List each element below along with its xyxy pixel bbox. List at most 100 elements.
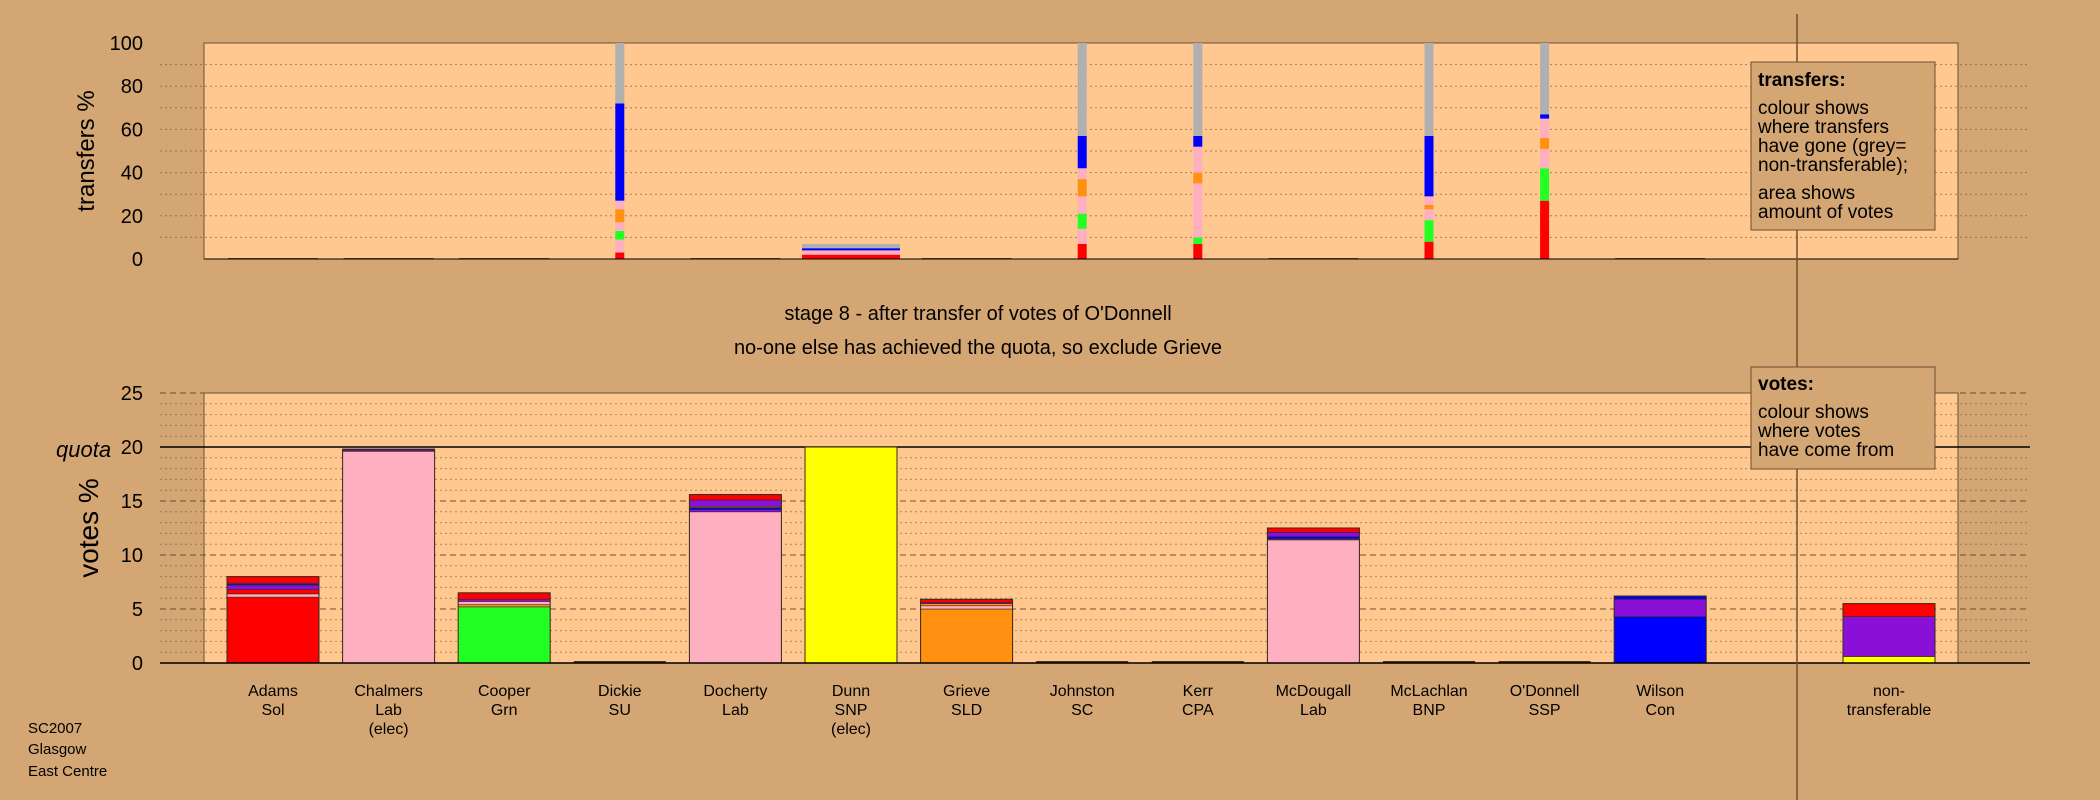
vote-segment bbox=[226, 589, 320, 595]
votes-panel: 0 5 10 15 20 25 votes % quota Adams Sol Chalmer… bbox=[56, 383, 2030, 738]
votes-legend-line: have come from bbox=[1758, 440, 1894, 461]
candidate-label: SC bbox=[1071, 702, 1093, 719]
transfer-segment bbox=[1193, 146, 1203, 173]
transfer-segment bbox=[1424, 220, 1434, 242]
transfer-segment bbox=[802, 250, 900, 255]
votes-legend-box: votes: colour shows where votes have com… bbox=[1750, 366, 1936, 470]
transfer-segment bbox=[1540, 43, 1550, 115]
transfers-panel: 0 20 40 60 80 100 transfers % bbox=[73, 33, 2030, 271]
candidate-label: Grn bbox=[491, 702, 518, 719]
votes-y-axis-label: votes % bbox=[73, 478, 104, 578]
transfer-segment bbox=[615, 103, 625, 201]
transfer-segment bbox=[1077, 213, 1087, 229]
transfer-segment bbox=[1077, 243, 1087, 259]
transfers-legend-line: where transfers bbox=[1757, 117, 1889, 138]
candidate-label: Grieve bbox=[943, 683, 990, 700]
transfer-segment bbox=[1424, 196, 1434, 205]
vote-segment bbox=[457, 592, 551, 600]
votes-tick-label: 5 bbox=[132, 599, 143, 621]
vote-empty-bar bbox=[1036, 661, 1129, 663]
transfer-segment bbox=[1193, 43, 1203, 136]
candidate-label: BNP bbox=[1413, 702, 1446, 719]
vote-segment bbox=[226, 576, 320, 584]
transfer-segment bbox=[1193, 135, 1203, 147]
vote-segment bbox=[689, 509, 782, 513]
votes-legend-line: colour shows bbox=[1758, 402, 1869, 423]
vote-segment bbox=[226, 584, 320, 590]
transfer-segment bbox=[1077, 196, 1087, 214]
transfers-tick-label: 40 bbox=[121, 163, 143, 185]
candidate-label: Wilson bbox=[1636, 683, 1684, 700]
vote-segment bbox=[1842, 656, 1936, 664]
transfers-legend-line: area shows bbox=[1758, 183, 1855, 204]
candidate-label: non- bbox=[1873, 683, 1905, 700]
votes-legend-line: where votes bbox=[1757, 421, 1860, 442]
votes-tick-label: 0 bbox=[132, 653, 143, 675]
vote-segment bbox=[457, 598, 551, 602]
transfers-legend-line: amount of votes bbox=[1758, 202, 1893, 223]
vote-segment bbox=[689, 511, 782, 664]
transfer-segment bbox=[1540, 168, 1550, 201]
candidate-label: Docherty bbox=[703, 683, 767, 700]
vote-segment bbox=[1613, 598, 1707, 617]
transfers-legend-title: transfers: bbox=[1758, 70, 1846, 91]
transfers-y-axis-label: transfers % bbox=[73, 90, 100, 211]
transfers-tick-label: 100 bbox=[110, 33, 143, 55]
footer-ward: East Centre bbox=[28, 763, 107, 780]
transfer-segment bbox=[1424, 241, 1434, 259]
vote-segment bbox=[1267, 527, 1360, 533]
transfers-legend-box: transfers: colour shows where transfers … bbox=[1750, 61, 1936, 231]
vote-segment bbox=[1267, 532, 1360, 537]
candidate-label: Sol bbox=[261, 702, 284, 719]
candidate-label: O'Donnell bbox=[1510, 683, 1580, 700]
candidate-label: transferable bbox=[1847, 702, 1932, 719]
candidate-label: (elec) bbox=[369, 721, 409, 738]
transfer-segment bbox=[1424, 135, 1434, 197]
candidate-label: Dickie bbox=[598, 683, 642, 700]
transfer-segment bbox=[615, 230, 625, 240]
candidate-label: McDougall bbox=[1276, 683, 1352, 700]
vote-segment bbox=[226, 596, 320, 664]
transfer-segment bbox=[615, 43, 625, 104]
candidate-label: Lab bbox=[1300, 702, 1327, 719]
vote-segment bbox=[457, 604, 551, 608]
transfer-segment bbox=[615, 239, 625, 253]
vote-segment bbox=[920, 605, 1013, 610]
candidate-label: SNP bbox=[835, 702, 868, 719]
vote-segment bbox=[457, 601, 551, 605]
vote-segment bbox=[226, 593, 320, 598]
vote-segment bbox=[920, 608, 1013, 664]
quota-label: quota bbox=[56, 437, 111, 462]
vote-segment bbox=[457, 606, 551, 664]
vote-segment bbox=[1267, 539, 1360, 664]
transfers-tick-label: 80 bbox=[121, 76, 143, 98]
vote-segment bbox=[1267, 536, 1360, 540]
vote-segment bbox=[342, 451, 435, 664]
vote-empty-bar bbox=[1151, 661, 1244, 663]
transfer-segment bbox=[615, 222, 625, 231]
candidate-label: Lab bbox=[375, 702, 402, 719]
vote-segment bbox=[804, 446, 898, 664]
transfer-segment bbox=[1193, 237, 1203, 244]
transfer-segment bbox=[1540, 114, 1550, 119]
votes-legend-title: votes: bbox=[1758, 374, 1814, 395]
transfer-segment bbox=[802, 248, 900, 251]
vote-segment bbox=[920, 603, 1013, 607]
transfer-segment bbox=[1540, 138, 1550, 149]
candidate-label: Dunn bbox=[832, 683, 870, 700]
transfer-segment bbox=[615, 200, 625, 210]
candidate-label: Chalmers bbox=[354, 683, 422, 700]
transfer-segment bbox=[1077, 43, 1087, 136]
transfer-segment bbox=[1540, 200, 1550, 259]
candidate-label: Kerr bbox=[1183, 683, 1214, 700]
vote-empty-bar bbox=[1383, 661, 1475, 663]
stage-caption: stage 8 - after transfer of votes of O'D… bbox=[784, 303, 1171, 325]
vote-segment bbox=[1842, 616, 1936, 657]
transfer-segment bbox=[1077, 179, 1087, 197]
vote-segment bbox=[689, 499, 782, 507]
transfer-segment bbox=[1424, 209, 1434, 221]
candidate-label: CPA bbox=[1182, 702, 1214, 719]
transfers-tick-label: 20 bbox=[121, 206, 143, 228]
candidate-label: SLD bbox=[951, 702, 982, 719]
